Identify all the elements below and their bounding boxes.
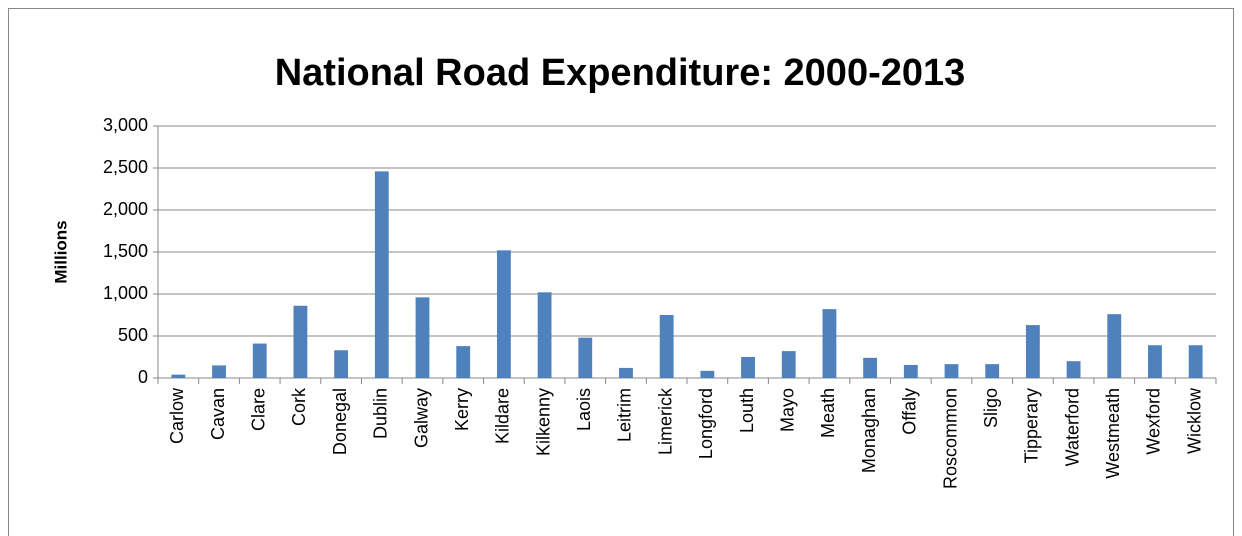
x-tick-label: Louth	[737, 388, 757, 433]
bar	[415, 297, 430, 378]
x-tick-label: Clare	[248, 388, 268, 431]
x-tick-label: Kilkenny	[533, 388, 553, 456]
bar	[1066, 361, 1081, 378]
y-tick-label: 2,000	[103, 199, 148, 219]
x-tick-label: Leitrim	[615, 388, 635, 442]
x-tick-label: Tipperary	[1022, 388, 1042, 463]
bar	[171, 374, 186, 378]
x-tick-label: Laois	[574, 388, 594, 431]
y-axis-title: Millions	[51, 220, 70, 283]
bar	[700, 370, 715, 378]
bar	[456, 346, 471, 378]
bar	[374, 171, 389, 378]
x-tick-label: Dublin	[371, 388, 391, 439]
bar	[1025, 325, 1040, 378]
y-tick-label: 3,000	[103, 115, 148, 135]
bar	[537, 292, 552, 378]
y-tick-label: 2,500	[103, 157, 148, 177]
x-tick-label: Kerry	[452, 388, 472, 431]
x-tick-label: Offaly	[900, 388, 920, 435]
bar	[944, 364, 959, 378]
x-tick-label: Longford	[696, 388, 716, 459]
y-tick-label: 500	[118, 325, 148, 345]
x-tick-label: Cavan	[208, 388, 228, 440]
bar	[781, 351, 796, 378]
bar	[822, 309, 837, 378]
bar	[1188, 345, 1203, 378]
x-tick-label: Mayo	[777, 388, 797, 432]
bar	[212, 365, 226, 378]
bar	[741, 357, 755, 378]
bar	[496, 250, 511, 378]
bar	[1107, 314, 1122, 378]
chart-title: National Road Expenditure: 2000-2013	[275, 52, 966, 94]
x-tick-label: Wexford	[1144, 388, 1164, 455]
bar	[1148, 345, 1162, 378]
bar	[334, 350, 349, 378]
bar	[252, 343, 267, 378]
x-tick-label: Meath	[818, 388, 838, 438]
x-tick-label: Westmeath	[1103, 388, 1123, 479]
x-tick-label: Monaghan	[859, 388, 879, 473]
x-tick-label: Limerick	[655, 387, 675, 455]
x-tick-label: Galway	[411, 388, 431, 448]
bar	[903, 364, 918, 378]
x-tick-label: Donegal	[330, 388, 350, 455]
bar	[863, 357, 878, 378]
x-tick-label: Kildare	[493, 388, 513, 444]
y-tick-label: 1,000	[103, 283, 148, 303]
x-tick-label: Wicklow	[1184, 387, 1204, 454]
y-tick-label: 1,500	[103, 241, 148, 261]
x-tick-label: Cork	[289, 387, 309, 426]
y-tick-label: 0	[138, 367, 148, 387]
bar	[293, 305, 308, 378]
bar	[578, 337, 593, 378]
bar	[619, 367, 633, 378]
x-tick-label: Waterford	[1062, 388, 1082, 466]
bar	[659, 315, 674, 378]
bar	[985, 364, 1000, 378]
x-tick-label: Sligo	[981, 388, 1001, 428]
x-tick-label: Roscommon	[940, 388, 960, 489]
x-tick-label: Carlow	[167, 387, 187, 444]
chart-border	[8, 8, 1234, 536]
